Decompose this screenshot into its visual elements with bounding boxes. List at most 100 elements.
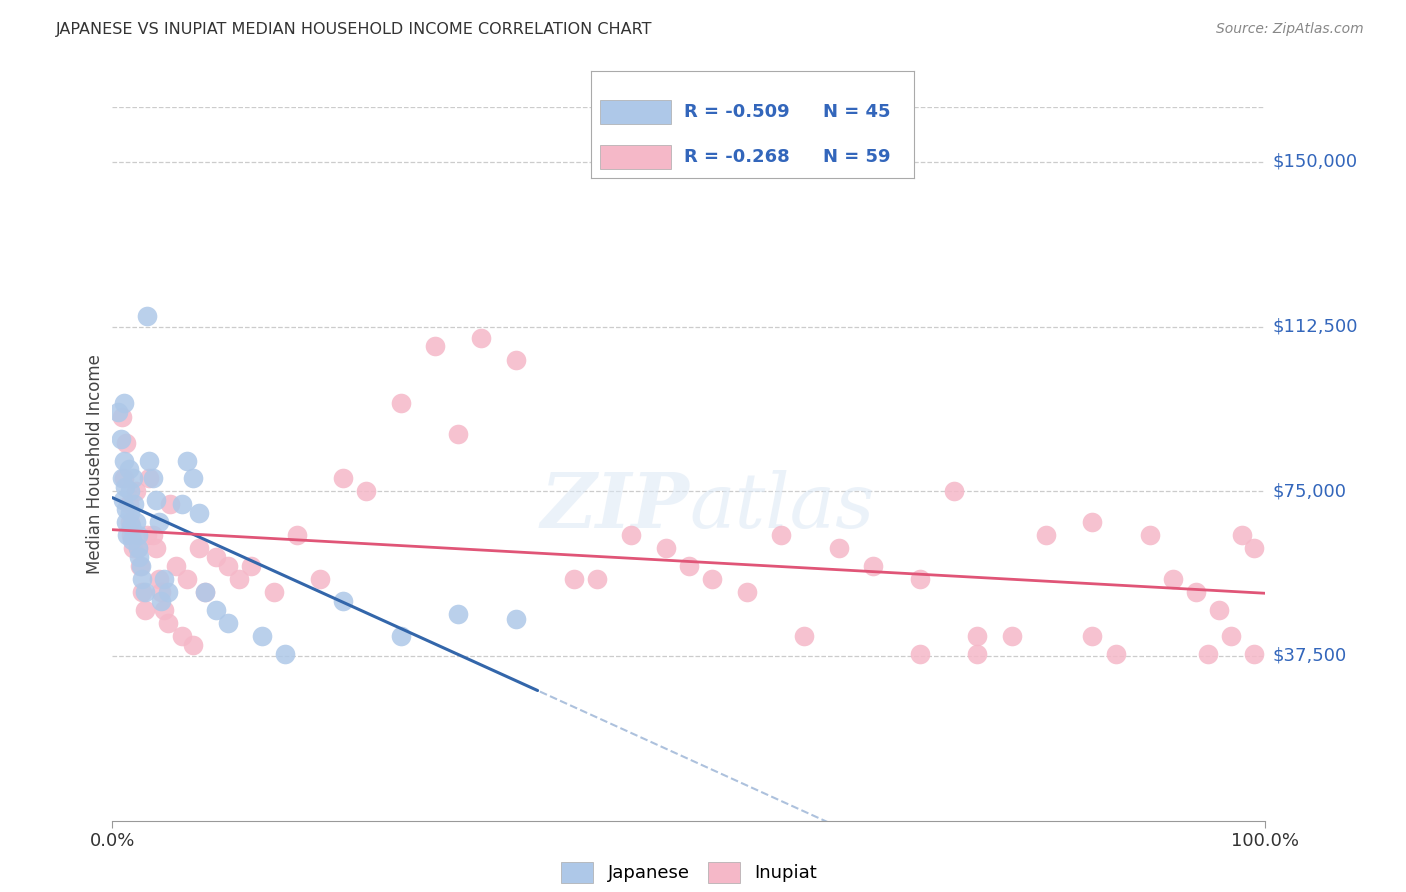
- Point: [138, 471, 160, 485]
- Point: [117, 462, 139, 476]
- Point: [121, 533, 143, 547]
- Point: [129, 558, 152, 573]
- Point: [159, 498, 181, 512]
- Point: [966, 647, 988, 661]
- Point: [263, 585, 285, 599]
- Point: [136, 309, 159, 323]
- Text: N = 45: N = 45: [824, 103, 891, 121]
- Point: [1001, 629, 1024, 643]
- Point: [120, 528, 142, 542]
- Point: [1081, 515, 1104, 529]
- Point: [153, 572, 176, 586]
- Point: [142, 528, 165, 542]
- Text: $37,500: $37,500: [1272, 647, 1347, 665]
- Point: [114, 480, 136, 494]
- Point: [129, 558, 153, 573]
- Point: [128, 550, 150, 565]
- Point: [148, 572, 170, 586]
- Text: N = 59: N = 59: [824, 148, 891, 166]
- Point: [735, 585, 758, 599]
- Point: [176, 453, 198, 467]
- Point: [170, 629, 193, 643]
- Point: [1197, 647, 1219, 661]
- Point: [966, 629, 988, 643]
- Point: [134, 585, 156, 599]
- Point: [908, 572, 931, 586]
- Point: [770, 528, 793, 542]
- Text: $112,500: $112,500: [1272, 318, 1358, 335]
- Point: [112, 471, 135, 485]
- Point: [111, 471, 134, 485]
- Point: [181, 638, 204, 652]
- Point: [205, 550, 228, 565]
- Point: [332, 594, 354, 608]
- Point: [156, 585, 179, 599]
- Point: [112, 396, 135, 410]
- Point: [118, 515, 141, 529]
- Point: [117, 528, 139, 542]
- Point: [943, 484, 966, 499]
- Point: [1232, 528, 1254, 542]
- Point: [1208, 603, 1230, 617]
- Point: [678, 558, 700, 573]
- Point: [127, 528, 149, 542]
- Point: [170, 498, 193, 512]
- Point: [1219, 629, 1241, 643]
- Point: [115, 436, 138, 450]
- Point: [205, 603, 228, 617]
- Point: [127, 541, 149, 556]
- Point: [217, 615, 239, 630]
- Point: [793, 629, 815, 643]
- Point: [131, 572, 153, 586]
- Point: [309, 572, 332, 586]
- Point: [828, 541, 851, 556]
- Point: [165, 558, 187, 573]
- Point: [447, 427, 470, 442]
- Point: [285, 528, 308, 542]
- Text: R = -0.268: R = -0.268: [685, 148, 790, 166]
- Point: [176, 572, 198, 586]
- Point: [111, 493, 134, 508]
- Text: Source: ZipAtlas.com: Source: ZipAtlas.com: [1216, 22, 1364, 37]
- Point: [124, 515, 146, 529]
- FancyBboxPatch shape: [600, 145, 672, 169]
- Point: [389, 629, 412, 643]
- Point: [1161, 572, 1184, 586]
- Point: [354, 484, 377, 499]
- Point: [142, 471, 165, 485]
- Text: JAPANESE VS INUPIAT MEDIAN HOUSEHOLD INCOME CORRELATION CHART: JAPANESE VS INUPIAT MEDIAN HOUSEHOLD INC…: [56, 22, 652, 37]
- Y-axis label: Median Household Income: Median Household Income: [86, 354, 104, 574]
- Point: [127, 541, 149, 556]
- Point: [1243, 647, 1265, 661]
- Point: [120, 519, 142, 533]
- Point: [425, 339, 447, 353]
- Point: [118, 484, 141, 499]
- Point: [194, 585, 217, 599]
- Point: [908, 647, 931, 661]
- Point: [134, 603, 156, 617]
- Point: [131, 585, 153, 599]
- Point: [110, 432, 132, 446]
- Point: [1081, 629, 1104, 643]
- Point: [122, 541, 145, 556]
- Point: [1035, 528, 1057, 542]
- Point: [136, 528, 159, 542]
- Point: [585, 572, 607, 586]
- Point: [389, 396, 412, 410]
- Point: [1139, 528, 1161, 542]
- Point: [187, 506, 211, 520]
- Point: [124, 484, 146, 499]
- Point: [447, 607, 470, 622]
- Point: [470, 330, 492, 344]
- Point: [194, 585, 217, 599]
- Point: [112, 453, 135, 467]
- Point: [1243, 541, 1265, 556]
- Point: [145, 541, 167, 556]
- Point: [107, 405, 129, 419]
- Point: [122, 471, 145, 485]
- Point: [1185, 585, 1208, 599]
- Point: [252, 629, 274, 643]
- Text: $150,000: $150,000: [1272, 153, 1358, 171]
- Point: [700, 572, 723, 586]
- FancyBboxPatch shape: [600, 100, 672, 124]
